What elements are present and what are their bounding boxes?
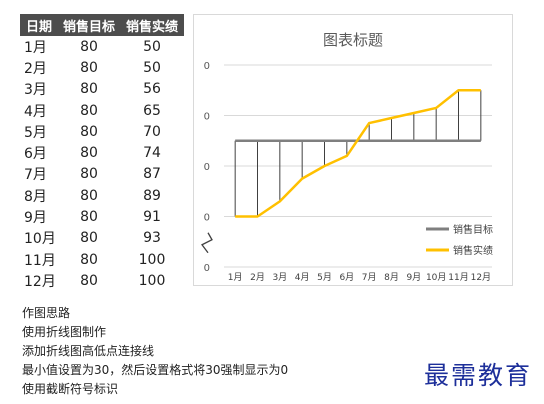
table-row: 7月 80 87 — [20, 164, 184, 185]
cell-actual: 65 — [143, 102, 161, 119]
table-row: 11月 80 100 — [20, 249, 184, 270]
y-tick-label: 0 — [204, 263, 210, 274]
cell-actual: 50 — [143, 38, 161, 55]
x-tick-label: 8月 — [384, 272, 399, 283]
cell-target: 80 — [80, 102, 98, 119]
chart-area[interactable]: 图表标题 0 0 0 0 0 1月 2月 3月 4月 5月 6月 7月 8月 9月 10月 11月 12月 销售目标… — [193, 14, 513, 286]
x-tick-label: 5月 — [317, 272, 332, 283]
cell-date: 5月 — [24, 124, 47, 141]
cell-actual: 89 — [143, 187, 161, 204]
cell-date: 6月 — [24, 146, 47, 163]
x-tick-label: 1月 — [228, 272, 243, 283]
brand-watermark: 最需教育 — [424, 361, 533, 390]
legend-label: 销售实绩 — [453, 244, 493, 257]
cell-target: 80 — [80, 38, 98, 55]
cell-target: 80 — [80, 166, 98, 183]
cell-date: 10月 — [24, 231, 56, 248]
table-row: 6月 80 74 — [20, 142, 184, 163]
cell-actual: 100 — [138, 272, 166, 289]
cell-date: 4月 — [24, 103, 47, 120]
cell-actual: 70 — [143, 123, 161, 140]
table-row: 8月 80 89 — [20, 185, 184, 206]
notes: 作图思路 使用折线图制作 添加折线图高低点连接线 最小值设置为30，然后设置格式… — [22, 304, 288, 399]
note-line: 最小值设置为30，然后设置格式将30强制显示为0 — [22, 363, 289, 377]
cell-date: 2月 — [24, 60, 47, 77]
cell-actual: 50 — [143, 59, 161, 76]
table-row: 3月 80 56 — [20, 79, 184, 100]
cell-actual: 91 — [143, 209, 161, 226]
header-date: 日期 — [25, 19, 52, 35]
x-tick-label: 12月 — [471, 272, 491, 283]
cell-target: 80 — [80, 187, 98, 204]
cell-target: 80 — [80, 81, 98, 98]
cell-target: 80 — [80, 59, 98, 76]
notes-heading: 作图思路 — [22, 306, 71, 320]
series-line-actual — [235, 89, 481, 218]
cell-target: 80 — [80, 123, 98, 140]
x-tick-label: 6月 — [339, 272, 354, 283]
cell-target: 80 — [80, 230, 98, 247]
x-tick-label: 10月 — [426, 272, 446, 283]
x-tick-label: 4月 — [295, 272, 310, 283]
sales-table: 日期 销售目标 销售实绩 1月 80 50 2月 80 50 3月 80 56 4月 80 65 5月 8… — [20, 14, 184, 292]
note-line: 使用折线图制作 — [22, 325, 107, 339]
cell-actual: 87 — [143, 166, 161, 183]
legend-label: 销售目标 — [453, 223, 493, 236]
cell-actual: 93 — [143, 230, 161, 247]
cell-target: 80 — [80, 209, 98, 226]
x-tick-label: 3月 — [272, 272, 287, 283]
table-header: 日期 销售目标 销售实绩 — [20, 14, 184, 36]
axis-break-symbol — [201, 232, 213, 254]
y-tick-label: 0 — [204, 162, 210, 173]
table-row: 5月 80 70 — [20, 121, 184, 142]
table-row: 1月 80 50 — [20, 36, 184, 57]
cell-date: 11月 — [24, 252, 56, 269]
chart-title: 图表标题 — [323, 31, 383, 49]
cell-target: 80 — [80, 272, 98, 289]
x-tick-label: 11月 — [448, 272, 468, 283]
x-tick-label: 7月 — [362, 272, 377, 283]
table-row: 9月 80 91 — [20, 206, 184, 227]
cell-target: 80 — [80, 145, 98, 162]
x-tick-label: 2月 — [250, 272, 265, 283]
table-row: 4月 80 65 — [20, 100, 184, 121]
cell-date: 8月 — [24, 188, 47, 205]
x-tick-label: 9月 — [406, 272, 421, 283]
table-row: 2月 80 50 — [20, 57, 184, 78]
cell-date: 12月 — [24, 273, 56, 290]
cell-actual: 74 — [143, 145, 161, 162]
table-row: 12月 80 100 — [20, 270, 184, 291]
y-tick-label: 0 — [204, 213, 210, 224]
table-row: 10月 80 93 — [20, 228, 184, 249]
cell-target: 80 — [80, 251, 98, 268]
y-tick-label: 0 — [204, 112, 210, 123]
note-line: 使用截断符号标识 — [22, 382, 119, 396]
cell-date: 1月 — [24, 39, 47, 56]
line-chart: 图表标题 0 0 0 0 0 1月 2月 3月 4月 5月 6月 7月 8月 9月 10月 11月 12月 销售目标… — [201, 31, 493, 283]
cell-date: 3月 — [24, 82, 47, 99]
y-tick-label: 0 — [204, 61, 210, 72]
cell-date: 7月 — [24, 167, 47, 184]
cell-actual: 56 — [143, 81, 161, 98]
header-actual: 销售实绩 — [125, 19, 178, 35]
cell-date: 9月 — [24, 210, 47, 227]
cell-actual: 100 — [138, 251, 166, 268]
table-body: 1月 80 50 2月 80 50 3月 80 56 4月 80 65 5月 80 70 6月 80 74 7月 80… — [20, 36, 184, 292]
header-target: 销售目标 — [62, 19, 115, 35]
note-line: 添加折线图高低点连接线 — [22, 344, 155, 358]
